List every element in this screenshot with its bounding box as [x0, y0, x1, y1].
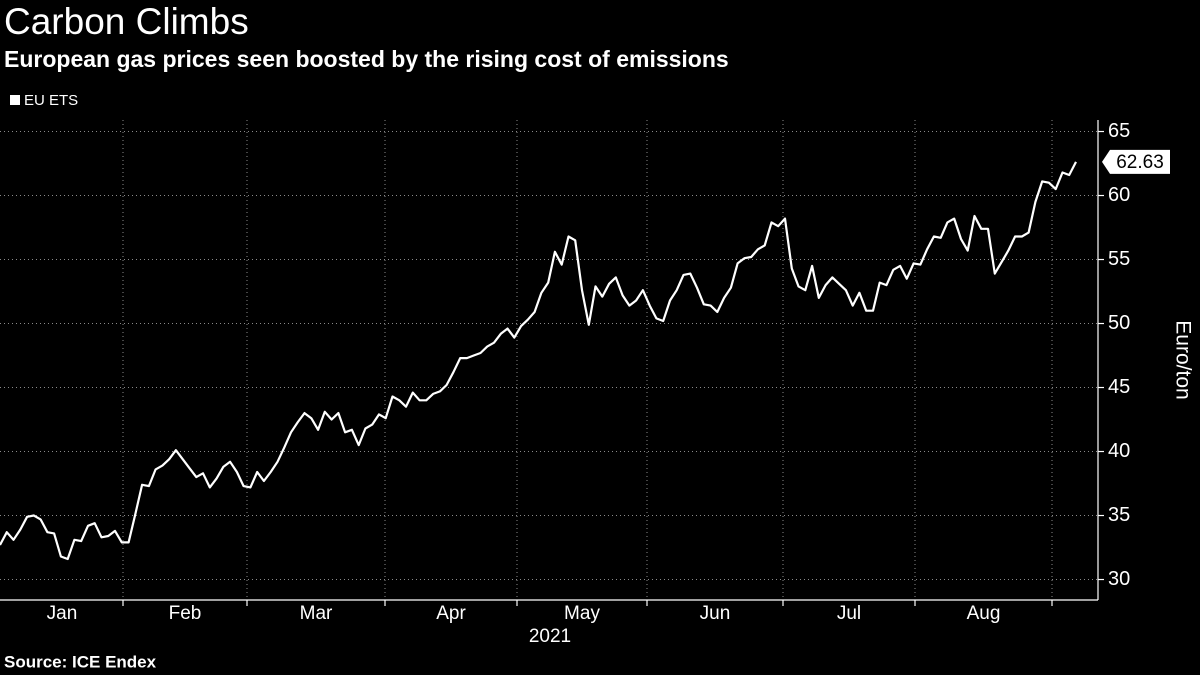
line: [0, 161, 1077, 561]
x-tick-label: May: [564, 603, 600, 624]
legend-label: EU ETS: [24, 92, 78, 109]
x-tick-label: Jun: [700, 603, 731, 624]
y-tick-label: 45: [1108, 376, 1130, 398]
chart-subtitle: European gas prices seen boosted by the …: [4, 46, 729, 72]
y-tick-label: 65: [1108, 120, 1130, 142]
x-tick-label: Apr: [436, 603, 466, 624]
last-value-callout: [1102, 149, 1170, 174]
x-tick-label: Jan: [47, 603, 78, 624]
legend-swatch: [10, 95, 20, 105]
x-tick-label: Mar: [300, 603, 333, 624]
chart-title: Carbon Climbs: [4, 1, 249, 42]
source: Source: ICE Endex: [4, 652, 157, 671]
y-tick-label: 30: [1108, 568, 1130, 590]
y-axis-label: Euro/ton: [1171, 320, 1194, 399]
x-tick-label: Aug: [967, 603, 1001, 624]
x-tick-label: Feb: [169, 603, 202, 624]
x-tick-label: Jul: [837, 603, 861, 624]
y-tick-label: 60: [1108, 184, 1130, 206]
y-tick-label: 55: [1108, 248, 1130, 270]
y-tick-label: 40: [1108, 440, 1130, 462]
x-axis-label: 2021: [529, 626, 571, 647]
y-tick-label: 35: [1108, 504, 1130, 526]
y-tick-label: 50: [1108, 312, 1130, 334]
last-value-label: 62.63: [1116, 152, 1164, 173]
